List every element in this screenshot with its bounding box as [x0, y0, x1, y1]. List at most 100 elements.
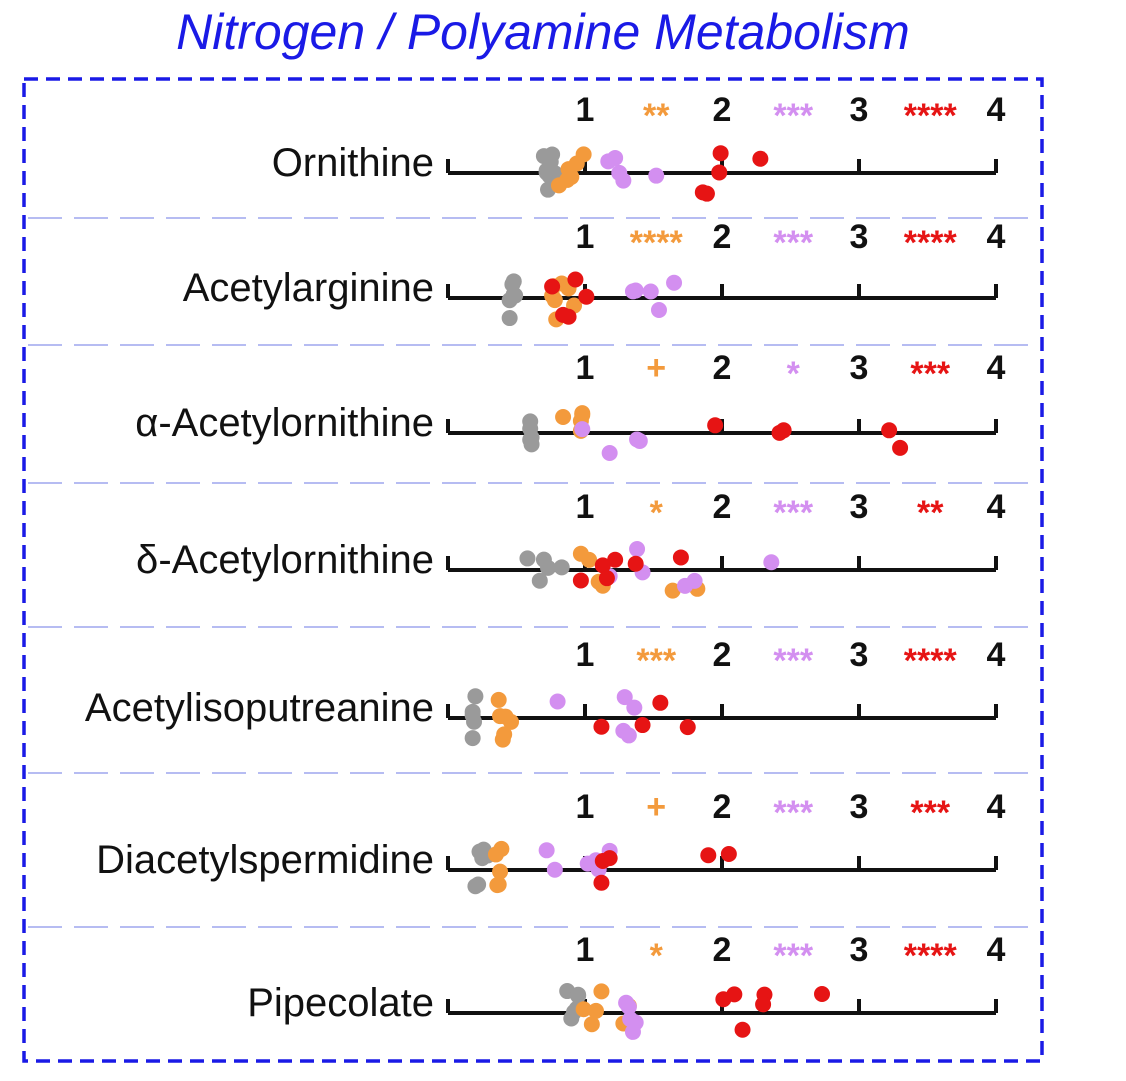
data-point [501, 292, 518, 309]
row-diacetylspermidine: Diacetylspermidine 1 2 3 4 + *** *** [96, 788, 1006, 895]
significance-marker: *** [636, 642, 676, 680]
data-point [700, 847, 717, 864]
data-point [538, 842, 555, 859]
data-point [490, 691, 507, 708]
data-point [546, 165, 563, 182]
data-point [679, 719, 696, 736]
row-label: α-Acetylornithine [135, 401, 434, 445]
tick-label: 2 [713, 788, 732, 826]
tick-label: 1 [576, 636, 595, 674]
data-point [544, 146, 561, 163]
data-point [470, 876, 487, 893]
data-point [572, 572, 589, 589]
data-point [607, 149, 624, 166]
tick-label: 2 [713, 488, 732, 526]
tick-label: 4 [987, 788, 1006, 826]
data-point [629, 541, 646, 558]
data-point [593, 874, 610, 891]
data-point [497, 708, 514, 725]
data-point [594, 853, 611, 870]
significance-marker: + [646, 788, 666, 826]
data-point [620, 998, 637, 1015]
data-point [535, 551, 552, 568]
data-point [464, 707, 481, 724]
tick-label: 4 [987, 931, 1006, 969]
tick-label: 1 [576, 349, 595, 387]
significance-marker: + [646, 349, 666, 387]
chart-title: Nitrogen / Polyamine Metabolism [176, 4, 910, 60]
data-point [464, 730, 481, 747]
tick-label: 2 [713, 636, 732, 674]
significance-marker: *** [773, 224, 813, 262]
data-point [575, 146, 592, 163]
data-point [531, 572, 548, 589]
data-point [598, 570, 615, 587]
tick-label: 4 [987, 349, 1006, 387]
data-point [814, 986, 831, 1003]
data-point [519, 550, 536, 567]
significance-marker: ** [917, 494, 944, 532]
data-point [650, 302, 667, 319]
tick-label: 1 [576, 218, 595, 256]
data-point [559, 171, 576, 188]
row-label: δ-Acetylornithine [136, 538, 434, 582]
data-point [579, 855, 596, 872]
data-point [601, 445, 618, 462]
data-point [712, 145, 729, 162]
data-point [629, 431, 646, 448]
significance-marker: ** [643, 97, 670, 135]
data-point [752, 150, 769, 167]
tick-label: 1 [576, 91, 595, 129]
tick-label: 4 [987, 636, 1006, 674]
tick-label: 3 [850, 931, 869, 969]
significance-marker: *** [773, 642, 813, 680]
data-point [471, 843, 488, 860]
significance-marker: * [650, 937, 664, 975]
row-label: Diacetylspermidine [96, 838, 434, 882]
data-point [734, 1021, 751, 1038]
data-point [496, 726, 513, 743]
data-point [593, 983, 610, 1000]
significance-marker: *** [773, 97, 813, 135]
data-point [555, 408, 572, 425]
data-point [711, 164, 728, 181]
data-point [575, 1001, 592, 1018]
tick-label: 2 [713, 349, 732, 387]
significance-marker: **** [904, 642, 958, 680]
data-point [616, 689, 633, 706]
data-point [622, 1011, 639, 1028]
data-point [501, 310, 518, 327]
data-point [522, 431, 539, 448]
panel-border [22, 77, 1044, 1063]
data-point [620, 727, 637, 744]
data-point [652, 694, 669, 711]
row-label: Acetylarginine [183, 266, 434, 310]
data-point [720, 846, 737, 863]
data-point [707, 417, 724, 434]
data-point [607, 551, 624, 568]
significance-marker: **** [904, 937, 958, 975]
data-point [672, 549, 689, 566]
data-point [467, 688, 484, 705]
data-point [698, 185, 715, 202]
data-point [892, 439, 909, 456]
data-point [492, 863, 509, 880]
data-point [522, 420, 539, 437]
data-point [544, 278, 561, 295]
data-point [594, 557, 611, 574]
significance-marker: *** [773, 494, 813, 532]
tick-label: 2 [713, 218, 732, 256]
tick-label: 4 [987, 91, 1006, 129]
tick-label: 3 [850, 218, 869, 256]
data-point [587, 1002, 604, 1019]
row-label: Ornithine [272, 141, 434, 185]
significance-marker: **** [630, 224, 684, 262]
data-point [549, 693, 566, 710]
